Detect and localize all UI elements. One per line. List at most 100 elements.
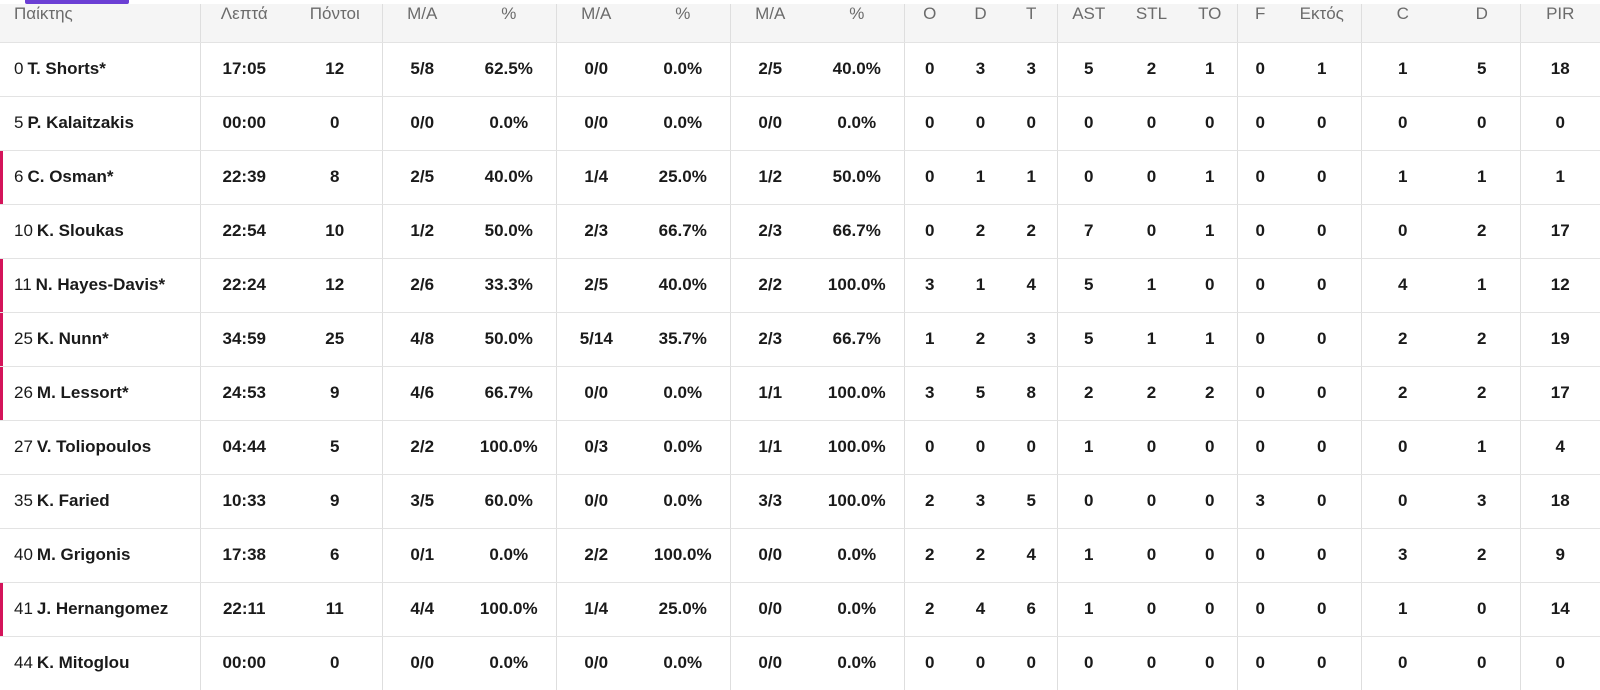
cell-fouls: 3: [1237, 474, 1283, 529]
cell-turnovers: 0: [1183, 582, 1238, 637]
cell-c: 0: [1361, 204, 1444, 259]
player-cell[interactable]: 0 T. Shorts*: [0, 42, 201, 97]
cell-fg3-pct: 0.0%: [636, 420, 731, 475]
player-name[interactable]: K. Mitoglou: [36, 653, 130, 672]
cell-pir: 1: [1520, 150, 1600, 205]
player-name[interactable]: P. Kalaitzakis: [27, 113, 134, 132]
cell-pir: 17: [1520, 204, 1600, 259]
cell-points: 0: [288, 96, 383, 151]
player-name[interactable]: M. Lessort*: [36, 383, 129, 402]
cell-fg3-pct: 0.0%: [636, 42, 731, 97]
player-cell[interactable]: 41 J. Hernangomez: [0, 582, 201, 637]
active-tab-indicator: [25, 0, 129, 4]
cell-fouls: 0: [1237, 366, 1283, 421]
col-header-minutes[interactable]: Λεπτά: [200, 4, 288, 43]
cell-points: 25: [288, 312, 383, 367]
player-number: 26: [14, 383, 33, 402]
col-header-c[interactable]: C: [1361, 4, 1444, 43]
cell-fg3-made-attempted: 5/14: [556, 312, 636, 367]
cell-assists: 0: [1057, 150, 1120, 205]
player-cell[interactable]: 10 K. Sloukas: [0, 204, 201, 259]
col-header-d2[interactable]: D: [1444, 4, 1521, 43]
cell-fg2-made-attempted: 2/6: [382, 258, 462, 313]
table-row: 26 M. Lessort* 24:53 9 4/6 66.7% 0/0 0.0% 1/1 100…: [0, 366, 1600, 421]
player-cell[interactable]: 40 M. Grigonis: [0, 528, 201, 583]
cell-off-reb: 2: [904, 582, 955, 637]
col-header-fg2-made-attempted[interactable]: Μ/Α: [382, 4, 462, 43]
col-header-fouls[interactable]: F: [1237, 4, 1283, 43]
col-header-pir[interactable]: PIR: [1520, 4, 1600, 43]
cell-fg2-made-attempted: 0/1: [382, 528, 462, 583]
col-header-player[interactable]: Παίκτης: [0, 4, 201, 43]
player-name[interactable]: C. Osman*: [27, 167, 114, 186]
player-name[interactable]: M. Grigonis: [36, 545, 131, 564]
player-cell[interactable]: 35 K. Faried: [0, 474, 201, 529]
player-number: 0: [14, 59, 24, 78]
cell-fg3-made-attempted: 1/4: [556, 582, 636, 637]
cell-fg2-made-attempted: 2/5: [382, 150, 462, 205]
box-score-table: Παίκτης Λεπτά Πόντοι Μ/Α % Μ/Α % Μ/Α % O…: [0, 4, 1600, 690]
player-cell[interactable]: 5 P. Kalaitzakis: [0, 96, 201, 151]
col-header-fg3-pct[interactable]: %: [636, 4, 731, 43]
cell-d2: 2: [1444, 204, 1521, 259]
cell-ft-pct: 66.7%: [810, 312, 905, 367]
player-cell[interactable]: 26 M. Lessort*: [0, 366, 201, 421]
cell-turnovers: 1: [1183, 204, 1238, 259]
cell-steals: 2: [1120, 366, 1183, 421]
player-cell[interactable]: 44 K. Mitoglou: [0, 636, 201, 690]
cell-assists: 5: [1057, 258, 1120, 313]
player-name[interactable]: N. Hayes-Davis*: [35, 275, 166, 294]
cell-total-reb: 0: [1006, 420, 1058, 475]
player-cell[interactable]: 25 K. Nunn*: [0, 312, 201, 367]
col-header-ft-made-attempted[interactable]: Μ/Α: [730, 4, 810, 43]
cell-steals: 0: [1120, 420, 1183, 475]
player-name[interactable]: T. Shorts*: [27, 59, 106, 78]
player-cell[interactable]: 11 N. Hayes-Davis*: [0, 258, 201, 313]
player-number: 6: [14, 167, 24, 186]
cell-ektos: 0: [1283, 528, 1362, 583]
cell-fg3-made-attempted: 0/0: [556, 42, 636, 97]
col-header-ektos[interactable]: Εκτός: [1283, 4, 1362, 43]
col-header-fg2-pct[interactable]: %: [462, 4, 557, 43]
player-number: 35: [14, 491, 33, 510]
cell-total-reb: 4: [1006, 528, 1058, 583]
player-name[interactable]: J. Hernangomez: [36, 599, 169, 618]
cell-assists: 1: [1057, 582, 1120, 637]
cell-pir: 14: [1520, 582, 1600, 637]
player-name[interactable]: V. Toliopoulos: [36, 437, 152, 456]
col-header-ft-pct[interactable]: %: [810, 4, 905, 43]
col-header-points[interactable]: Πόντοι: [288, 4, 383, 43]
cell-steals: 0: [1120, 150, 1183, 205]
col-header-def-reb[interactable]: D: [955, 4, 1006, 43]
cell-fg3-made-attempted: 0/0: [556, 366, 636, 421]
cell-points: 9: [288, 474, 383, 529]
cell-total-reb: 1: [1006, 150, 1058, 205]
cell-ft-pct: 100.0%: [810, 258, 905, 313]
cell-fouls: 0: [1237, 582, 1283, 637]
col-header-assists[interactable]: AST: [1057, 4, 1120, 43]
table-row: 5 P. Kalaitzakis 00:00 0 0/0 0.0% 0/0 0.0% 0/0 0.…: [0, 96, 1600, 151]
cell-assists: 5: [1057, 42, 1120, 97]
row-highlight-bar: [0, 312, 3, 365]
player-name[interactable]: K. Faried: [36, 491, 110, 510]
row-highlight-bar: [0, 366, 3, 419]
col-header-fg3-made-attempted[interactable]: Μ/Α: [556, 4, 636, 43]
cell-ft-made-attempted: 3/3: [730, 474, 810, 529]
col-header-off-reb[interactable]: O: [904, 4, 955, 43]
cell-c: 0: [1361, 474, 1444, 529]
cell-fg2-made-attempted: 1/2: [382, 204, 462, 259]
cell-fg3-made-attempted: 0/3: [556, 420, 636, 475]
player-cell[interactable]: 27 V. Toliopoulos: [0, 420, 201, 475]
cell-ft-made-attempted: 0/0: [730, 528, 810, 583]
cell-off-reb: 0: [904, 420, 955, 475]
cell-ektos: 0: [1283, 636, 1362, 690]
player-name[interactable]: K. Nunn*: [36, 329, 109, 348]
col-header-turnovers[interactable]: TO: [1183, 4, 1238, 43]
cell-def-reb: 2: [955, 528, 1006, 583]
player-name[interactable]: K. Sloukas: [36, 221, 124, 240]
cell-fg3-pct: 0.0%: [636, 96, 731, 151]
col-header-total-reb[interactable]: T: [1006, 4, 1058, 43]
col-header-steals[interactable]: STL: [1120, 4, 1183, 43]
cell-fg2-pct: 66.7%: [462, 366, 557, 421]
player-cell[interactable]: 6 C. Osman*: [0, 150, 201, 205]
